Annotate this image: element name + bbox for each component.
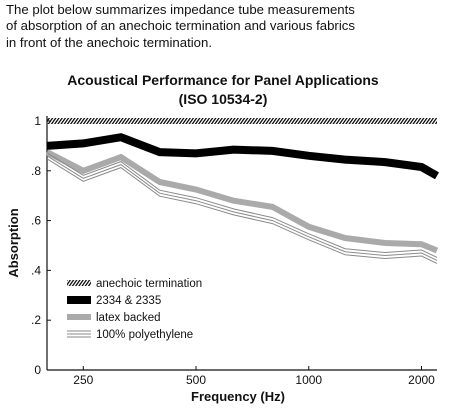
chart-title: Acoustical Performance for Panel Applica… <box>67 72 379 88</box>
series-layer <box>45 118 439 264</box>
legend-label-100-polyethylene: 100% polyethylene <box>96 329 193 341</box>
series-line-100-polyethylene <box>46 152 438 258</box>
y-tick-label: 1 <box>34 114 41 128</box>
x-tick-label: 2000 <box>408 373 435 387</box>
intro-line: in front of the anechoic termination. <box>6 34 212 50</box>
intro-line: The plot below summarizes impedance tube… <box>6 2 355 17</box>
series-line-100-polyethylene <box>46 155 438 261</box>
y-axis-label: Absorption <box>6 208 21 277</box>
intro-line: of absorption of an anechoic termination… <box>6 18 355 34</box>
x-axis-label: Frequency (Hz) <box>191 389 285 404</box>
legend-label-latex-backed: latex backed <box>96 312 161 324</box>
legend: anechoic termination 2334 & 2335 latex bac… <box>67 278 202 341</box>
y-tick-label: .8 <box>31 164 41 178</box>
x-tick-label: 250 <box>73 373 93 387</box>
legend-label-2334-2335: 2334 & 2335 <box>96 295 161 307</box>
legend-label-anechoic-termination: anechoic termination <box>96 278 202 290</box>
series-line-100-polyethylene <box>46 158 438 264</box>
y-tick-label: .4 <box>31 263 41 277</box>
x-tick-label: 1000 <box>295 373 322 387</box>
y-tick-label: 0 <box>34 363 41 377</box>
y-tick-label: .2 <box>31 313 41 327</box>
y-tick-label: .6 <box>31 214 41 228</box>
series-line-2334-2335 <box>46 133 439 180</box>
axes: 0 .2 .4 .6 .8 1 250 500 1000 2000 <box>31 114 437 387</box>
series-line-latex-backed <box>45 149 439 254</box>
intro-text: The plot below summarizes impedance tube… <box>6 2 456 51</box>
chart-subtitle: (ISO 10534-2) <box>179 91 268 107</box>
x-tick-label: 500 <box>186 373 206 387</box>
